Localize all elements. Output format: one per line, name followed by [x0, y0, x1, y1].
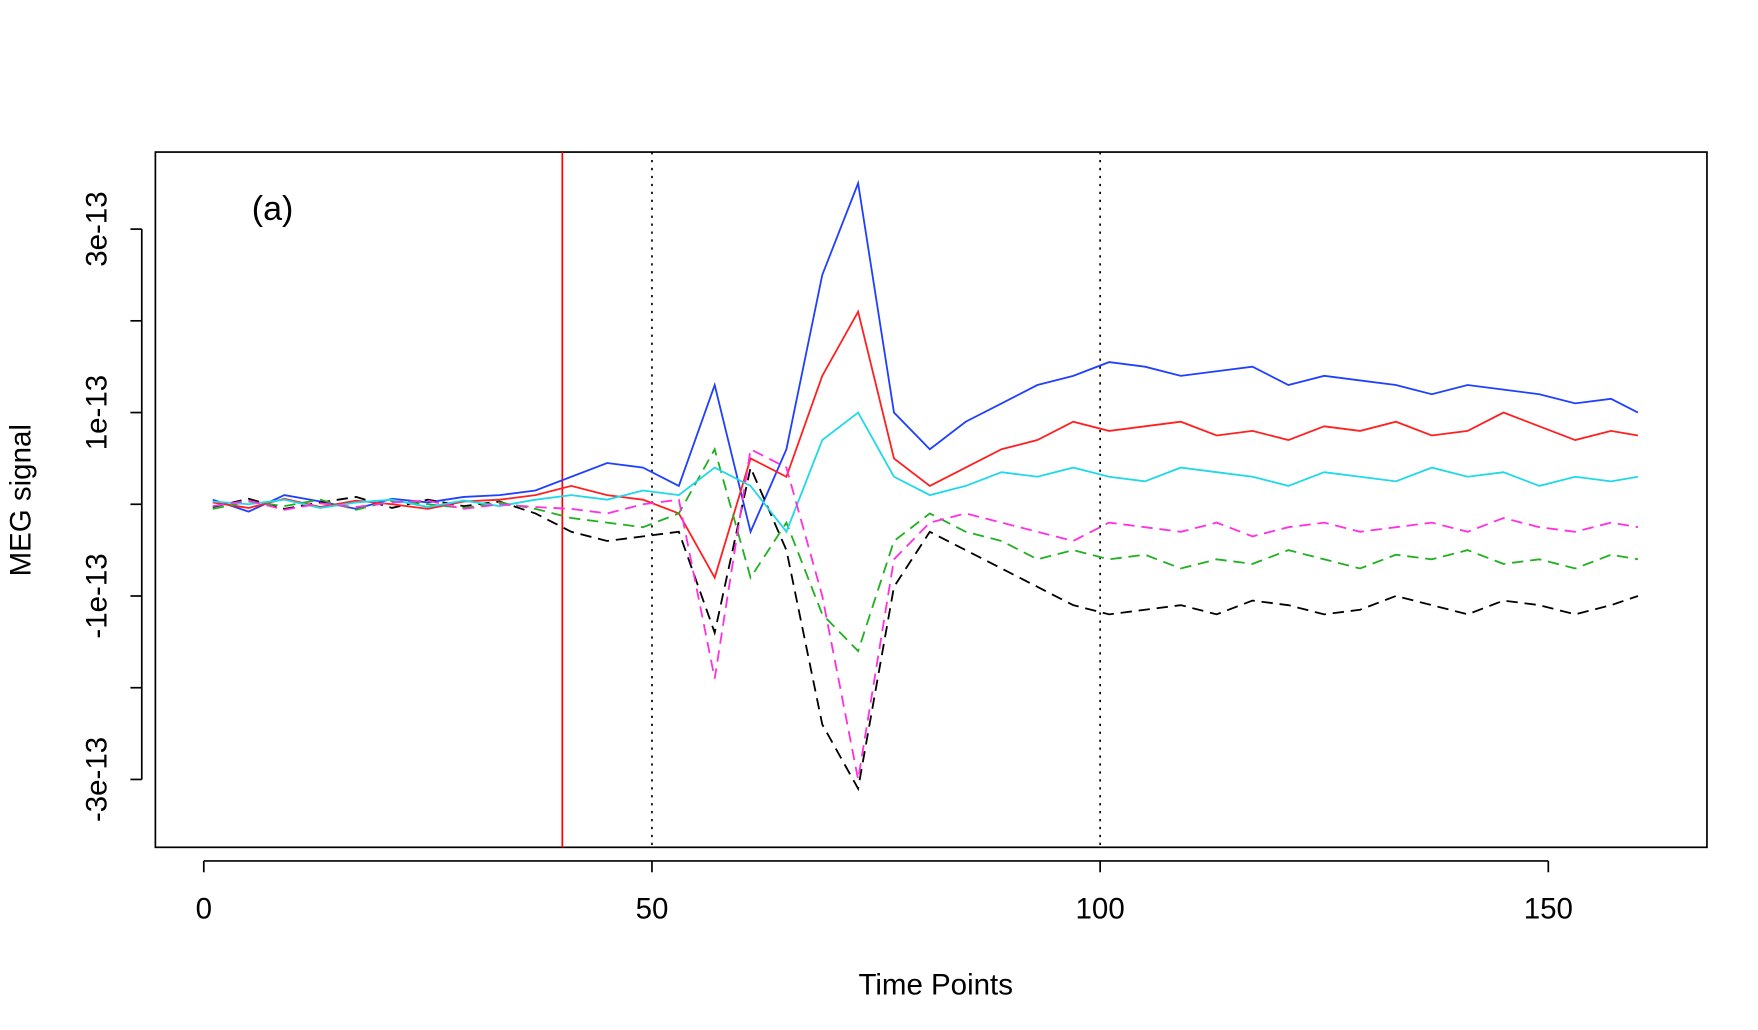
series-line [212, 309, 1639, 580]
series-line [212, 447, 1639, 780]
x-tick-label: 150 [1524, 893, 1573, 926]
y-tick-label: 1e-13 [80, 375, 113, 450]
series-line [212, 411, 1639, 534]
x-tick-label: 50 [636, 893, 669, 926]
series-line [212, 179, 1639, 535]
x-tick-label: 100 [1076, 893, 1125, 926]
plot-frame [154, 151, 1708, 849]
y-tick-label: -3e-13 [80, 737, 113, 822]
x-tick-label: 0 [196, 893, 212, 926]
y-tick-label: -1e-13 [80, 553, 113, 638]
annotation: (a) [252, 190, 294, 228]
series-line [212, 446, 1639, 653]
y-axis-label: MEG signal [4, 424, 37, 576]
x-axis-label: Time Points [858, 969, 1012, 1002]
y-tick-label: 3e-13 [80, 191, 113, 266]
